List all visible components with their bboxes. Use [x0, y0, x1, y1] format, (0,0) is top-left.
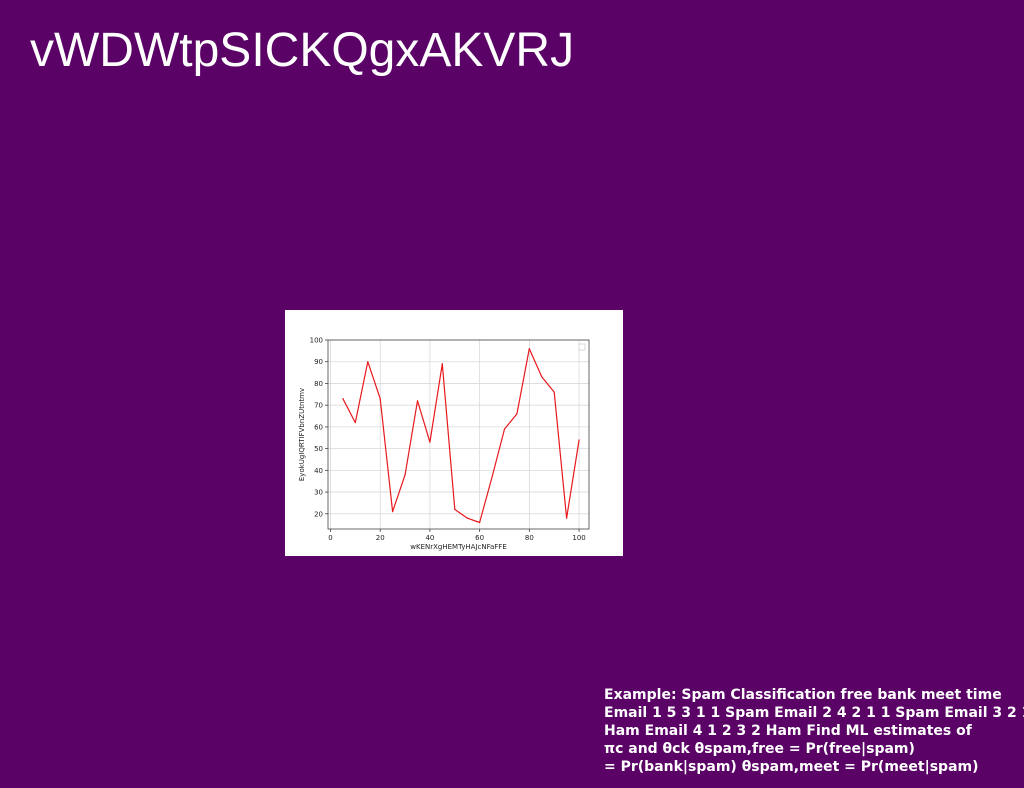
- data-point: [441, 363, 443, 365]
- data-point: [392, 511, 394, 513]
- line-chart: 0 20 40 60 80 100 20 30 40 50 60 70 80 90 100 wKENrXgH…: [298, 337, 590, 551]
- y-tick-label: 20: [314, 510, 323, 518]
- x-tick-label: 80: [525, 534, 534, 542]
- data-point: [354, 421, 356, 424]
- y-tick-label: 70: [314, 402, 323, 410]
- data-point: [416, 400, 419, 402]
- legend-box: [578, 343, 586, 351]
- series-lines: [342, 348, 580, 524]
- footnote-line: = Pr(bank|spam) θspam,meet = Pr(meet|spa…: [604, 759, 979, 775]
- footnote-line: Email 1 5 3 1 1 Spam Email 2 4 2 1 1 Spa…: [604, 705, 1024, 721]
- data-point: [566, 517, 568, 519]
- chart-image: 0 20 40 60 80 100 20 30 40 50 60 70 80 90 100 wKENrXgH…: [285, 310, 623, 556]
- series-line: [342, 348, 580, 524]
- axis-ticks: 0 20 40 60 80 100 20 30 40 50 60 70 80 90 100: [310, 337, 586, 543]
- x-axis-label: wKENrXgHEMTyHAJcNFaFFE: [410, 543, 507, 551]
- data-point: [429, 441, 431, 443]
- y-axis-label: EyokUgIQRTIFVbnZUtntmv: [298, 388, 306, 481]
- y-tick-label: 80: [314, 380, 323, 388]
- slide-title: vWDWtpSICKQgxAKVRJ: [30, 24, 575, 77]
- y-tick-label: 40: [314, 467, 323, 475]
- data-point: [553, 391, 555, 393]
- y-tick-label: 50: [314, 445, 323, 453]
- x-tick-label: 60: [475, 534, 484, 542]
- footnote-line: Example: Spam Classification free bank m…: [604, 687, 1002, 703]
- data-point: [466, 517, 468, 519]
- data-point: [528, 348, 530, 350]
- x-tick-label: 40: [425, 534, 434, 542]
- data-point: [541, 376, 543, 378]
- x-tick-label: 100: [572, 534, 585, 542]
- footnote-line: πc and θck θspam,free = Pr(free|spam): [604, 741, 915, 757]
- y-tick-label: 90: [314, 358, 323, 366]
- footnote-line: Ham Email 4 1 2 3 2 Ham Find ML estimate…: [604, 723, 972, 739]
- x-tick-label: 20: [376, 534, 385, 542]
- data-point: [491, 476, 493, 478]
- y-tick-label: 60: [314, 423, 323, 431]
- x-tick-label: 0: [328, 534, 332, 542]
- y-tick-label: 30: [314, 489, 323, 497]
- plot-area-border: [327, 339, 590, 530]
- footnote-text: Example: Spam Classification free bank m…: [604, 686, 1024, 776]
- grid-lines: [328, 339, 589, 529]
- data-point: [454, 508, 456, 511]
- data-point: [367, 361, 369, 363]
- data-point: [578, 439, 580, 441]
- data-point: [404, 474, 406, 476]
- data-point: [479, 521, 481, 524]
- data-point: [503, 428, 506, 430]
- data-point: [516, 413, 518, 415]
- y-tick-label: 100: [310, 337, 323, 345]
- data-point: [342, 398, 344, 400]
- data-point: [379, 398, 381, 400]
